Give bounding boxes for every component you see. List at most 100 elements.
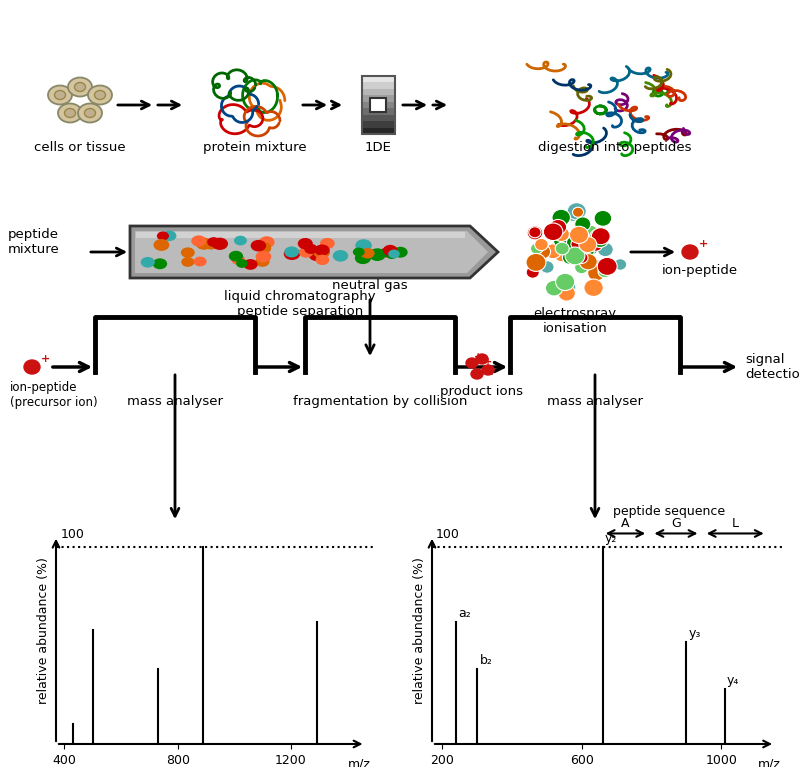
Text: protein mixture: protein mixture [203, 141, 307, 154]
Bar [370, 98, 386, 112]
Ellipse shape [154, 239, 170, 251]
Ellipse shape [558, 285, 575, 301]
Text: m/z: m/z [347, 758, 370, 767]
Ellipse shape [574, 249, 588, 261]
Ellipse shape [94, 91, 106, 100]
Ellipse shape [48, 85, 72, 104]
Bar [362, 76, 395, 134]
Text: mass analyser: mass analyser [547, 395, 643, 408]
Ellipse shape [545, 244, 562, 258]
Text: electrospray
ionisation: electrospray ionisation [534, 307, 617, 335]
Bar [362, 88, 395, 95]
Ellipse shape [369, 249, 386, 261]
Ellipse shape [570, 226, 589, 243]
Text: A: A [621, 516, 630, 529]
Ellipse shape [526, 253, 546, 272]
Ellipse shape [212, 238, 228, 250]
Text: b₂: b₂ [479, 654, 492, 667]
Ellipse shape [529, 227, 541, 238]
Ellipse shape [88, 85, 112, 104]
Ellipse shape [259, 236, 274, 248]
Ellipse shape [576, 252, 588, 263]
Polygon shape [136, 232, 465, 238]
Ellipse shape [314, 245, 330, 255]
Ellipse shape [383, 245, 398, 256]
Ellipse shape [554, 235, 566, 247]
Ellipse shape [333, 250, 348, 262]
Ellipse shape [255, 256, 270, 267]
Ellipse shape [355, 239, 372, 252]
Ellipse shape [589, 239, 602, 252]
Ellipse shape [78, 104, 102, 123]
Ellipse shape [567, 202, 586, 220]
Ellipse shape [153, 258, 167, 269]
Ellipse shape [236, 259, 248, 268]
Ellipse shape [355, 245, 370, 256]
Bar [362, 82, 395, 89]
Ellipse shape [393, 247, 408, 258]
Ellipse shape [234, 235, 247, 245]
Ellipse shape [555, 242, 569, 255]
Text: a₂: a₂ [458, 607, 471, 620]
Ellipse shape [313, 245, 330, 258]
Ellipse shape [598, 266, 611, 278]
Ellipse shape [68, 77, 92, 97]
Text: neutral gas: neutral gas [332, 279, 408, 292]
Polygon shape [130, 226, 498, 278]
Ellipse shape [571, 239, 582, 249]
Ellipse shape [584, 225, 598, 238]
Bar [362, 95, 395, 102]
Bar [362, 127, 395, 134]
Ellipse shape [205, 239, 218, 249]
Ellipse shape [579, 236, 597, 252]
Ellipse shape [231, 255, 245, 265]
Text: G: G [671, 516, 681, 529]
Ellipse shape [564, 244, 577, 255]
Ellipse shape [598, 258, 617, 275]
Ellipse shape [552, 209, 570, 226]
Ellipse shape [157, 232, 169, 241]
Ellipse shape [590, 259, 602, 271]
Ellipse shape [582, 240, 598, 255]
Ellipse shape [54, 91, 66, 100]
Ellipse shape [550, 219, 566, 235]
Ellipse shape [315, 255, 330, 265]
Ellipse shape [256, 251, 271, 262]
Ellipse shape [58, 104, 82, 123]
Text: fragmentation by collision: fragmentation by collision [293, 395, 467, 408]
Text: ion-peptide
(precursor ion): ion-peptide (precursor ion) [10, 381, 98, 409]
Ellipse shape [24, 360, 40, 374]
Ellipse shape [85, 108, 95, 117]
Text: 100: 100 [60, 528, 84, 542]
Ellipse shape [590, 229, 606, 245]
Ellipse shape [355, 252, 371, 264]
Ellipse shape [554, 249, 569, 262]
Text: mass analyser: mass analyser [127, 395, 223, 408]
Text: liquid chromatography
peptide separation: liquid chromatography peptide separation [224, 290, 376, 318]
Ellipse shape [466, 358, 478, 368]
Ellipse shape [74, 83, 86, 91]
Ellipse shape [557, 279, 576, 296]
Ellipse shape [353, 248, 365, 256]
Ellipse shape [567, 251, 580, 262]
Bar [362, 120, 395, 127]
Ellipse shape [388, 249, 400, 258]
Text: 100: 100 [435, 528, 459, 542]
Ellipse shape [304, 244, 318, 254]
Y-axis label: relative abundance (%): relative abundance (%) [414, 558, 426, 704]
Text: y₃: y₃ [689, 627, 701, 640]
Ellipse shape [309, 249, 325, 261]
Ellipse shape [594, 210, 612, 226]
Ellipse shape [259, 244, 271, 253]
Ellipse shape [614, 258, 626, 270]
Ellipse shape [591, 232, 609, 248]
Ellipse shape [65, 108, 75, 117]
Y-axis label: relative abundance (%): relative abundance (%) [38, 558, 50, 704]
Text: y₂: y₂ [605, 532, 618, 545]
Ellipse shape [196, 238, 212, 250]
Ellipse shape [229, 251, 243, 262]
Text: m/z: m/z [758, 758, 781, 767]
Ellipse shape [527, 225, 543, 240]
Ellipse shape [553, 227, 570, 242]
Ellipse shape [141, 257, 155, 268]
